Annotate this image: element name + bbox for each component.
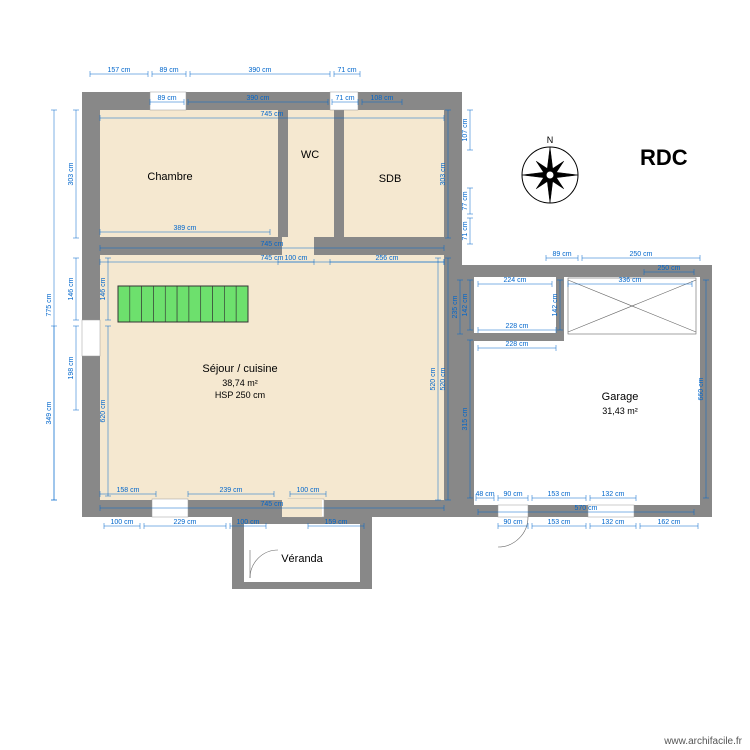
svg-text:N: N — [547, 135, 554, 145]
svg-text:229 cm: 229 cm — [174, 519, 197, 526]
svg-text:71 cm: 71 cm — [462, 221, 469, 240]
svg-text:89 cm: 89 cm — [157, 95, 176, 102]
svg-text:132 cm: 132 cm — [602, 491, 625, 498]
svg-text:31,43 m²: 31,43 m² — [602, 406, 638, 416]
svg-text:146 cm: 146 cm — [100, 277, 107, 300]
svg-text:228 cm: 228 cm — [506, 323, 529, 330]
svg-text:146 cm: 146 cm — [68, 277, 75, 300]
svg-text:157 cm: 157 cm — [108, 67, 131, 74]
svg-text:90 cm: 90 cm — [503, 519, 522, 526]
svg-text:100 cm: 100 cm — [297, 487, 320, 494]
svg-text:153 cm: 153 cm — [548, 519, 571, 526]
svg-text:250 cm: 250 cm — [630, 251, 653, 258]
svg-text:390 cm: 390 cm — [247, 95, 270, 102]
svg-text:389 cm: 389 cm — [174, 225, 197, 232]
svg-text:71 cm: 71 cm — [337, 67, 356, 74]
svg-text:WC: WC — [301, 149, 319, 161]
svg-text:108 cm: 108 cm — [371, 95, 394, 102]
svg-text:Chambre: Chambre — [147, 171, 192, 183]
svg-text:SDB: SDB — [379, 173, 402, 185]
svg-text:142 cm: 142 cm — [462, 293, 469, 316]
svg-text:162 cm: 162 cm — [658, 519, 681, 526]
svg-text:239 cm: 239 cm — [220, 487, 243, 494]
svg-text:660 cm: 660 cm — [698, 377, 705, 400]
svg-text:Garage: Garage — [602, 391, 639, 403]
floor-title: RDC — [640, 145, 688, 170]
svg-text:107 cm: 107 cm — [462, 118, 469, 141]
svg-text:153 cm: 153 cm — [548, 491, 571, 498]
svg-text:132 cm: 132 cm — [602, 519, 625, 526]
svg-text:HSP 250 cm: HSP 250 cm — [215, 390, 265, 400]
svg-text:390 cm: 390 cm — [249, 67, 272, 74]
svg-text:89 cm: 89 cm — [159, 67, 178, 74]
svg-text:100 cm: 100 cm — [237, 519, 260, 526]
svg-text:77 cm: 77 cm — [462, 191, 469, 210]
svg-text:Séjour / cuisine: Séjour / cuisine — [202, 363, 277, 375]
svg-text:159 cm: 159 cm — [325, 519, 348, 526]
svg-text:100 cm: 100 cm — [111, 519, 134, 526]
svg-text:520 cm: 520 cm — [440, 367, 447, 390]
svg-text:745 cm: 745 cm — [261, 241, 284, 248]
svg-text:142 cm: 142 cm — [552, 293, 559, 316]
svg-text:100 cm: 100 cm — [285, 255, 308, 262]
source-label: www.archifacile.fr — [663, 736, 742, 747]
svg-text:158 cm: 158 cm — [117, 487, 140, 494]
svg-text:250 cm: 250 cm — [658, 265, 681, 272]
svg-text:48 cm: 48 cm — [475, 491, 494, 498]
svg-text:224 cm: 224 cm — [504, 277, 527, 284]
svg-text:745 cm: 745 cm — [261, 501, 284, 508]
svg-text:228 cm: 228 cm — [506, 341, 529, 348]
svg-text:71 cm: 71 cm — [335, 95, 354, 102]
svg-text:336 cm: 336 cm — [619, 277, 642, 284]
svg-text:520 cm: 520 cm — [430, 367, 437, 390]
svg-text:745 cm: 745 cm — [261, 255, 284, 262]
svg-text:303 cm: 303 cm — [68, 162, 75, 185]
svg-text:89 cm: 89 cm — [552, 251, 571, 258]
svg-text:745 cm: 745 cm — [261, 111, 284, 118]
svg-text:198 cm: 198 cm — [68, 356, 75, 379]
svg-text:38,74 m²: 38,74 m² — [222, 378, 258, 388]
svg-text:315 cm: 315 cm — [462, 407, 469, 430]
svg-text:Véranda: Véranda — [281, 553, 323, 565]
svg-text:303 cm: 303 cm — [440, 162, 447, 185]
svg-text:256 cm: 256 cm — [376, 255, 399, 262]
svg-text:775 cm: 775 cm — [46, 293, 53, 316]
svg-text:235 cm: 235 cm — [452, 295, 459, 318]
svg-text:90 cm: 90 cm — [503, 491, 522, 498]
svg-text:570 cm: 570 cm — [575, 505, 598, 512]
svg-text:620 cm: 620 cm — [100, 399, 107, 422]
svg-text:349 cm: 349 cm — [46, 401, 53, 424]
